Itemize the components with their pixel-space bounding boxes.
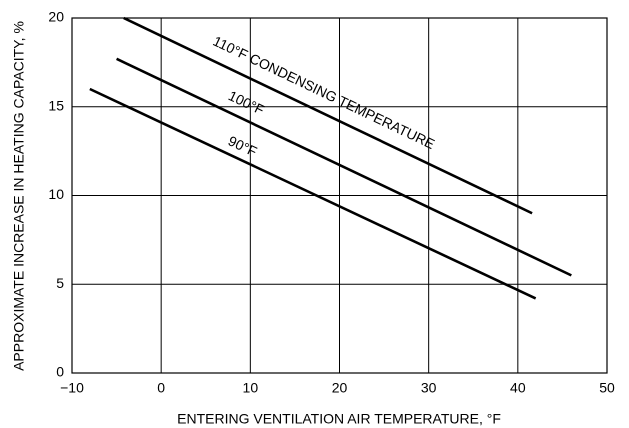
y-tick-label: 20 — [48, 9, 64, 25]
y-tick-label: 10 — [48, 186, 64, 202]
x-tick-label: −10 — [60, 380, 84, 396]
x-tick-label: 0 — [157, 380, 165, 396]
series-line — [89, 87, 537, 300]
y-tick-label: 15 — [48, 97, 64, 113]
x-tick-label: 20 — [332, 380, 348, 396]
x-tick-label: 40 — [510, 380, 526, 396]
y-tick-label: 0 — [56, 364, 64, 380]
y-axis-label: APPROXIMATE INCREASE IN HEATING CAPACITY… — [11, 21, 27, 371]
y-tick-label: 5 — [56, 275, 64, 291]
series-line — [116, 57, 572, 277]
x-tick-label: 30 — [421, 380, 437, 396]
plot-frame — [71, 17, 608, 374]
series-line — [123, 16, 533, 215]
x-axis-label: ENTERING VENTILATION AIR TEMPERATURE, °F — [177, 411, 501, 427]
x-tick-label: 50 — [599, 380, 615, 396]
x-tick-label: 10 — [243, 380, 259, 396]
